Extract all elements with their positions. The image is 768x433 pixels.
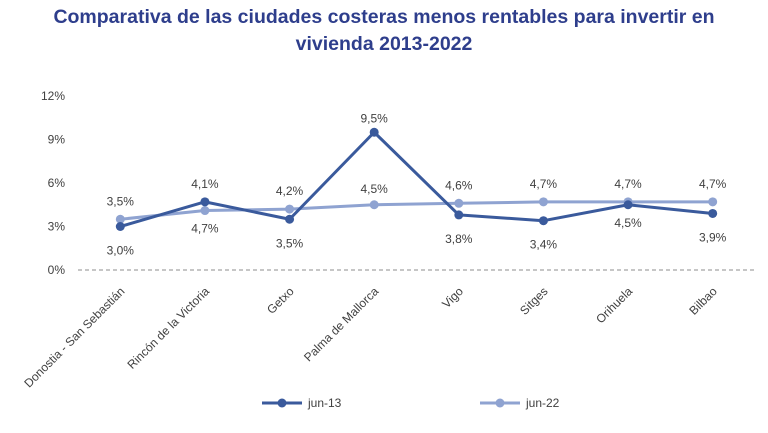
data-point-jun-22 (115, 214, 125, 224)
data-label: 4,1% (191, 177, 219, 191)
y-tick-label: 0% (48, 263, 66, 277)
data-label: 4,6% (445, 178, 473, 192)
data-label: 4,7% (614, 177, 642, 191)
data-label: 3,9% (699, 230, 727, 244)
y-tick-label: 6% (48, 176, 66, 190)
data-label: 9,5% (361, 111, 389, 125)
x-tick-label: Donostia - San Sebastián (21, 284, 127, 390)
x-tick-label: Getxo (264, 284, 297, 317)
data-point-jun-22 (200, 206, 210, 216)
data-point-jun-13 (369, 127, 379, 137)
data-point-jun-13 (538, 216, 548, 226)
data-point-jun-13 (285, 214, 295, 224)
data-label: 3,0% (107, 244, 135, 258)
data-point-jun-22 (454, 198, 464, 208)
legend-marker-jun-13 (277, 398, 287, 408)
chart-title: Comparativa de las ciudades costeras men… (0, 4, 768, 58)
data-point-jun-13 (454, 210, 464, 220)
legend-label-jun-22: jun-22 (525, 396, 560, 410)
series-line-jun-22 (118, 200, 715, 221)
x-tick-label: Palma de Mallorca (301, 284, 381, 364)
data-label: 3,5% (107, 194, 135, 208)
data-label: 4,2% (276, 184, 304, 198)
data-label: 3,5% (276, 236, 304, 250)
x-tick-label: Orihuela (593, 284, 635, 326)
x-tick-label: Bilbao (686, 284, 720, 318)
data-point-jun-22 (369, 200, 379, 210)
data-point-jun-22 (538, 197, 548, 207)
data-label: 4,5% (361, 182, 389, 196)
data-label: 4,7% (530, 177, 558, 191)
x-tick-label: Vigo (439, 284, 466, 311)
data-point-jun-13 (623, 200, 633, 210)
data-point-jun-13 (115, 222, 125, 231)
data-point-jun-13 (708, 208, 718, 218)
data-label: 4,5% (614, 216, 642, 230)
data-label: 4,7% (191, 222, 219, 236)
chart-title-line-2: vivienda 2013-2022 (295, 33, 473, 55)
data-point-jun-22 (708, 197, 718, 207)
y-tick-label: 12% (41, 89, 65, 103)
y-tick-label: 3% (48, 220, 66, 234)
chart-title-line-1: Comparativa de las ciudades costeras men… (53, 6, 715, 28)
series-line-jun-13 (118, 130, 715, 228)
data-point-jun-13 (200, 197, 210, 207)
data-label: 3,8% (445, 232, 473, 246)
legend-label-jun-13: jun-13 (307, 396, 342, 410)
data-point-jun-22 (285, 204, 295, 214)
legend-marker-jun-22 (495, 398, 505, 408)
y-tick-label: 9% (48, 133, 66, 147)
x-tick-label: Rincón de la Victoria (124, 284, 212, 372)
x-tick-label: Sitges (517, 284, 550, 317)
data-label: 3,4% (530, 238, 558, 252)
data-label: 4,7% (699, 177, 727, 191)
